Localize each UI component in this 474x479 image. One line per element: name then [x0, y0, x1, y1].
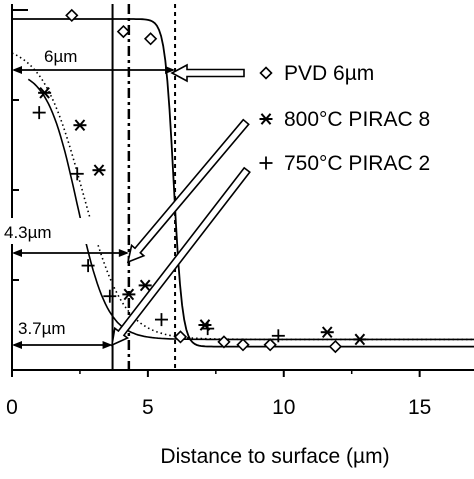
x-tick-label: 10	[272, 396, 295, 419]
annotation-6um: 6µm	[44, 47, 77, 66]
star-marker-stroke	[260, 113, 272, 125]
star-marker-stroke	[93, 164, 105, 177]
diamond-data-point	[217, 335, 231, 349]
star-marker-stroke	[74, 119, 86, 132]
legend: PVD 6µm 800°C PIRAC 8 750°C PIRAC 2	[259, 62, 430, 175]
plus-data-point	[32, 106, 46, 120]
plus-data-point	[154, 313, 168, 327]
star-data-point	[320, 326, 334, 339]
plus-data-point	[103, 289, 117, 303]
arrow-pirac-750	[110, 166, 251, 347]
plus-data-point	[70, 167, 84, 181]
legend-label: 800°C PIRAC 8	[284, 108, 430, 131]
reference-lines	[111, 4, 177, 370]
annotation-3-7um: 3.7µm	[18, 319, 66, 338]
fit-curves	[11, 18, 474, 348]
dimension-3-7um	[12, 341, 113, 349]
pirac-800-fit-curve	[11, 52, 474, 341]
diamond-marker-shape	[259, 66, 273, 80]
pvd-fit-curve	[12, 18, 474, 348]
diamond-marker-shape	[236, 338, 250, 352]
diamond-data-point	[328, 339, 343, 354]
annotation-3-7um-bg	[14, 316, 80, 340]
diamond-marker-shape	[116, 24, 131, 39]
plot-frame	[11, 4, 474, 371]
x-tick-label: 5	[142, 396, 154, 419]
dimension-arrowhead	[118, 249, 129, 257]
dimension-arrowhead	[12, 341, 22, 349]
star-marker-stroke	[39, 86, 50, 99]
star-data-point	[138, 279, 152, 292]
arrow-pvd	[170, 63, 245, 83]
legend-star-marker	[259, 113, 273, 125]
diamond-marker-shape	[217, 335, 231, 349]
dimension-arrowhead	[102, 341, 113, 349]
star-marker-stroke	[139, 279, 151, 292]
diamond-data-point	[116, 24, 131, 39]
x-axis-ticks: 0 5 10 15	[6, 370, 431, 419]
dimension-arrowhead	[12, 66, 22, 74]
diamond-data-point	[263, 338, 277, 352]
x-tick-label: 15	[408, 396, 431, 419]
star-marker-stroke	[321, 326, 333, 339]
dimension-4-3um	[12, 249, 129, 257]
diamond-marker-shape	[143, 32, 158, 46]
x-tick-label: 0	[6, 396, 18, 419]
legend-plus-marker	[259, 156, 273, 170]
diamond-marker-shape	[328, 339, 343, 354]
plus-data-point	[271, 329, 285, 343]
star-data-point	[122, 288, 136, 301]
star-data-point	[73, 119, 87, 132]
diamond-data-point	[173, 330, 188, 344]
annotation-4-3um: 4.3µm	[4, 223, 52, 242]
dimension-arrowhead	[165, 66, 176, 74]
star-marker-stroke	[354, 333, 366, 346]
star-data-point	[353, 333, 367, 346]
pirac-750-fit-curve	[27, 78, 474, 341]
arrow-pirac-800	[126, 118, 250, 264]
y-axis-ticks	[12, 99, 19, 281]
star-marker-stroke	[123, 288, 135, 301]
legend-label: 750°C PIRAC 2	[284, 152, 430, 175]
annotation-4-3um-bg	[0, 218, 108, 244]
diamond-marker-shape	[65, 8, 79, 23]
annotations: 6µm 4.3µm 3.7µm	[0, 47, 251, 349]
diamond-marker-shape	[263, 338, 277, 352]
legend-label: PVD 6µm	[284, 62, 374, 85]
data-points	[32, 8, 367, 354]
dimension-6um	[12, 66, 176, 74]
plus-data-point	[81, 259, 95, 273]
plus-data-point	[201, 322, 215, 336]
star-data-point	[38, 86, 52, 99]
x-axis-title: Distance to surface (µm)	[160, 445, 389, 468]
diamond-marker-shape	[173, 330, 188, 344]
star-data-point	[92, 164, 106, 177]
diamond-data-point	[65, 8, 79, 23]
legend-diamond-marker	[259, 66, 273, 80]
diamond-data-point	[236, 338, 250, 352]
diamond-data-point	[143, 32, 158, 46]
dimension-arrowhead	[12, 249, 22, 257]
